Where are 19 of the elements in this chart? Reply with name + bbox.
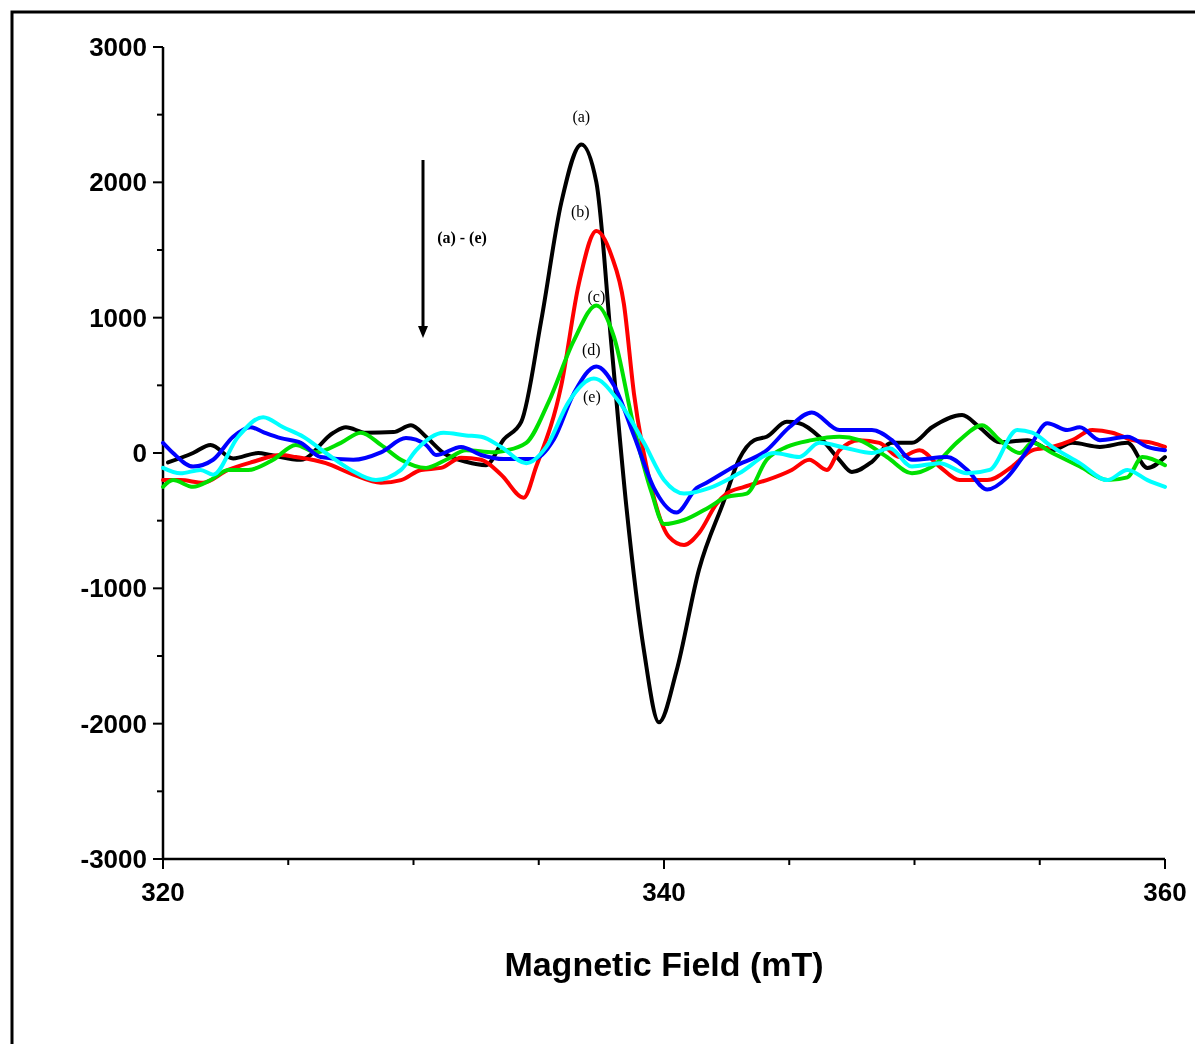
y-tick-label: 2000 [89,167,147,198]
line-series [161,376,1167,496]
y-tick-label: 1000 [89,302,147,333]
x-axis-title: Magnetic Field (mT) [504,945,824,983]
y-tick-label: -1000 [80,573,147,604]
line-series [161,364,1167,515]
y-tick-label: 3000 [89,32,147,62]
series-label: (b) [571,203,590,222]
series-label: (a) [572,108,591,127]
x-tick-label: 320 [141,877,185,907]
y-tick-label: -2000 [80,708,147,739]
series-label: (e) [582,387,601,406]
y-tick-label: -3000 [80,844,147,874]
x-tick-label: 340 [642,877,686,907]
annotation: (a) - (e) [437,229,487,247]
series-label: (d) [582,341,601,360]
series-label: (c) [587,288,606,307]
y-tick-label: 0 [132,438,147,468]
x-tick-label: 360 [1143,877,1187,907]
